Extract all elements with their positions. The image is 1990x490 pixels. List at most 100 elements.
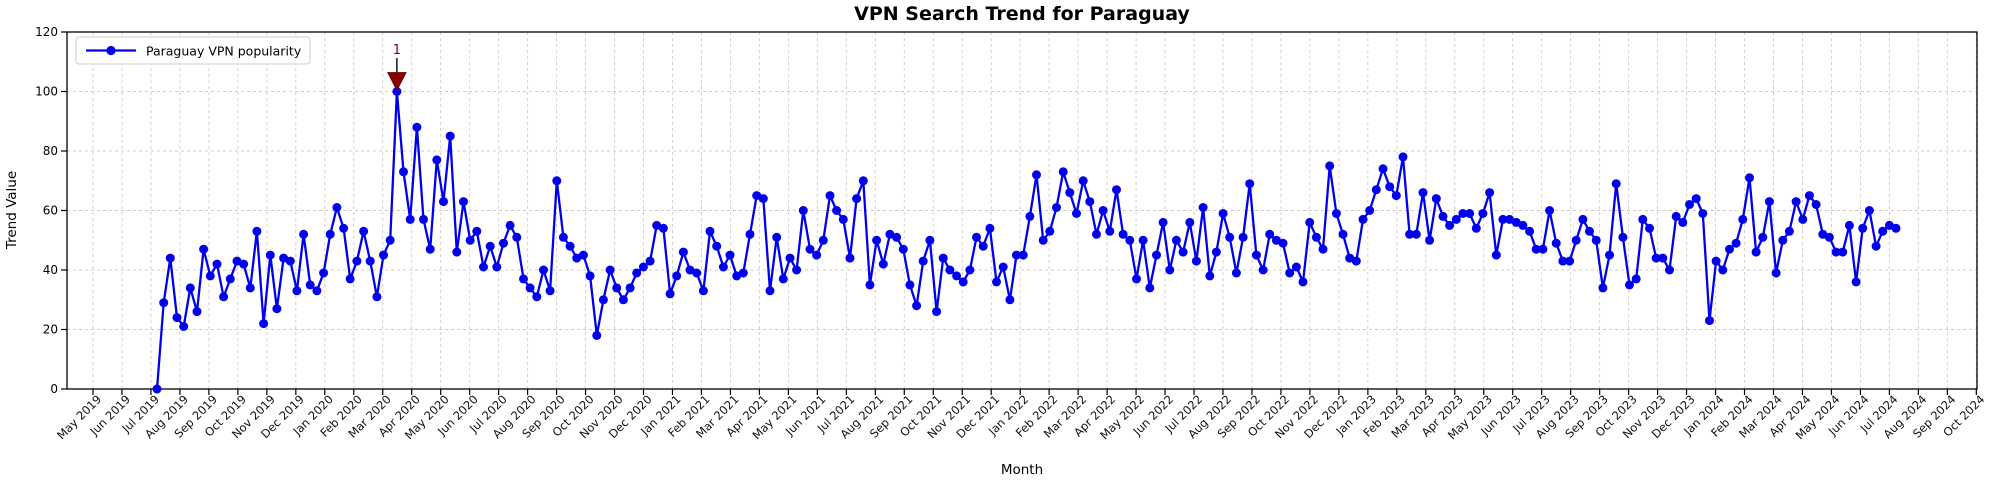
- data-point: [159, 298, 169, 308]
- y-tick-label: 100: [35, 85, 58, 99]
- data-point: [1445, 220, 1455, 230]
- data-point: [365, 256, 375, 266]
- data-point: [1718, 265, 1728, 275]
- data-point: [199, 244, 209, 254]
- data-point: [1678, 217, 1688, 227]
- data-point: [952, 271, 962, 281]
- data-point: [1478, 209, 1488, 218]
- data-point: [1725, 244, 1734, 254]
- data-point: [1398, 152, 1408, 162]
- data-point: [758, 194, 768, 204]
- data-point: [1671, 211, 1681, 221]
- data-point: [992, 277, 1001, 287]
- data-point: [245, 283, 255, 293]
- data-point: [725, 250, 735, 260]
- data-point: [1265, 229, 1275, 239]
- data-point: [1745, 173, 1754, 183]
- data-point: [1285, 268, 1295, 278]
- data-point: [292, 286, 302, 296]
- data-point: [1291, 262, 1301, 272]
- data-point: [1804, 191, 1814, 201]
- data-point: [419, 214, 428, 224]
- data-point: [1758, 232, 1768, 242]
- data-point: [1178, 247, 1188, 257]
- data-point: [319, 268, 329, 278]
- data-point: [698, 286, 708, 296]
- data-point: [1365, 206, 1375, 215]
- data-point: [1391, 191, 1401, 201]
- data-point: [332, 203, 342, 212]
- data-point: [1531, 244, 1541, 254]
- data-point: [1245, 179, 1255, 189]
- data-point: [392, 87, 402, 96]
- data-point: [965, 265, 975, 275]
- data-point: [1092, 229, 1101, 239]
- data-point: [878, 259, 888, 269]
- data-point: [285, 256, 295, 266]
- data-point: [1525, 226, 1535, 236]
- data-point: [265, 250, 275, 260]
- data-point: [852, 194, 862, 204]
- data-point: [1152, 250, 1161, 260]
- data-point: [1438, 211, 1448, 221]
- data-point: [1491, 250, 1501, 260]
- grid: [67, 31, 1977, 390]
- data-point: [718, 262, 728, 272]
- data-point: [1225, 232, 1235, 242]
- data-point: [1325, 161, 1335, 171]
- data-point: [565, 241, 575, 251]
- data-point: [645, 256, 655, 266]
- data-point: [592, 330, 602, 340]
- data-point: [1318, 244, 1328, 254]
- data-point: [925, 235, 935, 245]
- data-point: [958, 277, 968, 287]
- data-point: [379, 250, 388, 260]
- data-point: [345, 274, 355, 284]
- x-axis-label: Month: [1001, 462, 1043, 478]
- data-point: [545, 286, 555, 296]
- data-point: [492, 262, 502, 272]
- data-point: [1305, 217, 1315, 227]
- series-paraguay-vpn: [152, 87, 1901, 394]
- data-point: [1145, 283, 1155, 293]
- data-point: [1518, 220, 1528, 230]
- y-tick-label: 20: [43, 323, 58, 337]
- data-point: [485, 241, 495, 251]
- data-point: [1105, 226, 1115, 236]
- data-point: [1258, 265, 1268, 275]
- data-point: [1705, 316, 1714, 326]
- data-point: [1685, 200, 1694, 209]
- data-point: [792, 265, 802, 275]
- data-point: [1871, 241, 1881, 251]
- data-point: [1858, 223, 1868, 233]
- data-point: [412, 122, 422, 132]
- data-point: [605, 265, 615, 275]
- data-point: [312, 286, 322, 296]
- data-point: [912, 301, 922, 311]
- data-point: [1698, 209, 1708, 218]
- data-point: [738, 268, 748, 278]
- data-point: [532, 292, 542, 302]
- data-point: [1824, 232, 1834, 242]
- data-point: [805, 244, 815, 254]
- data-point: [885, 229, 895, 239]
- data-point: [1711, 256, 1721, 266]
- data-point: [1838, 247, 1848, 257]
- data-point: [1198, 203, 1208, 212]
- data-point: [372, 292, 382, 302]
- data-point: [505, 220, 515, 230]
- data-point: [425, 244, 435, 254]
- data-point: [239, 259, 249, 269]
- data-point: [1625, 280, 1634, 290]
- data-point: [1371, 185, 1381, 195]
- data-point: [632, 268, 642, 278]
- data-point: [1231, 268, 1241, 278]
- data-point: [1485, 188, 1495, 198]
- data-point: [1218, 209, 1228, 218]
- data-point: [1171, 235, 1181, 245]
- data-point: [658, 223, 668, 233]
- data-point: [918, 256, 928, 266]
- data-point: [1078, 176, 1088, 186]
- data-point: [1052, 203, 1061, 212]
